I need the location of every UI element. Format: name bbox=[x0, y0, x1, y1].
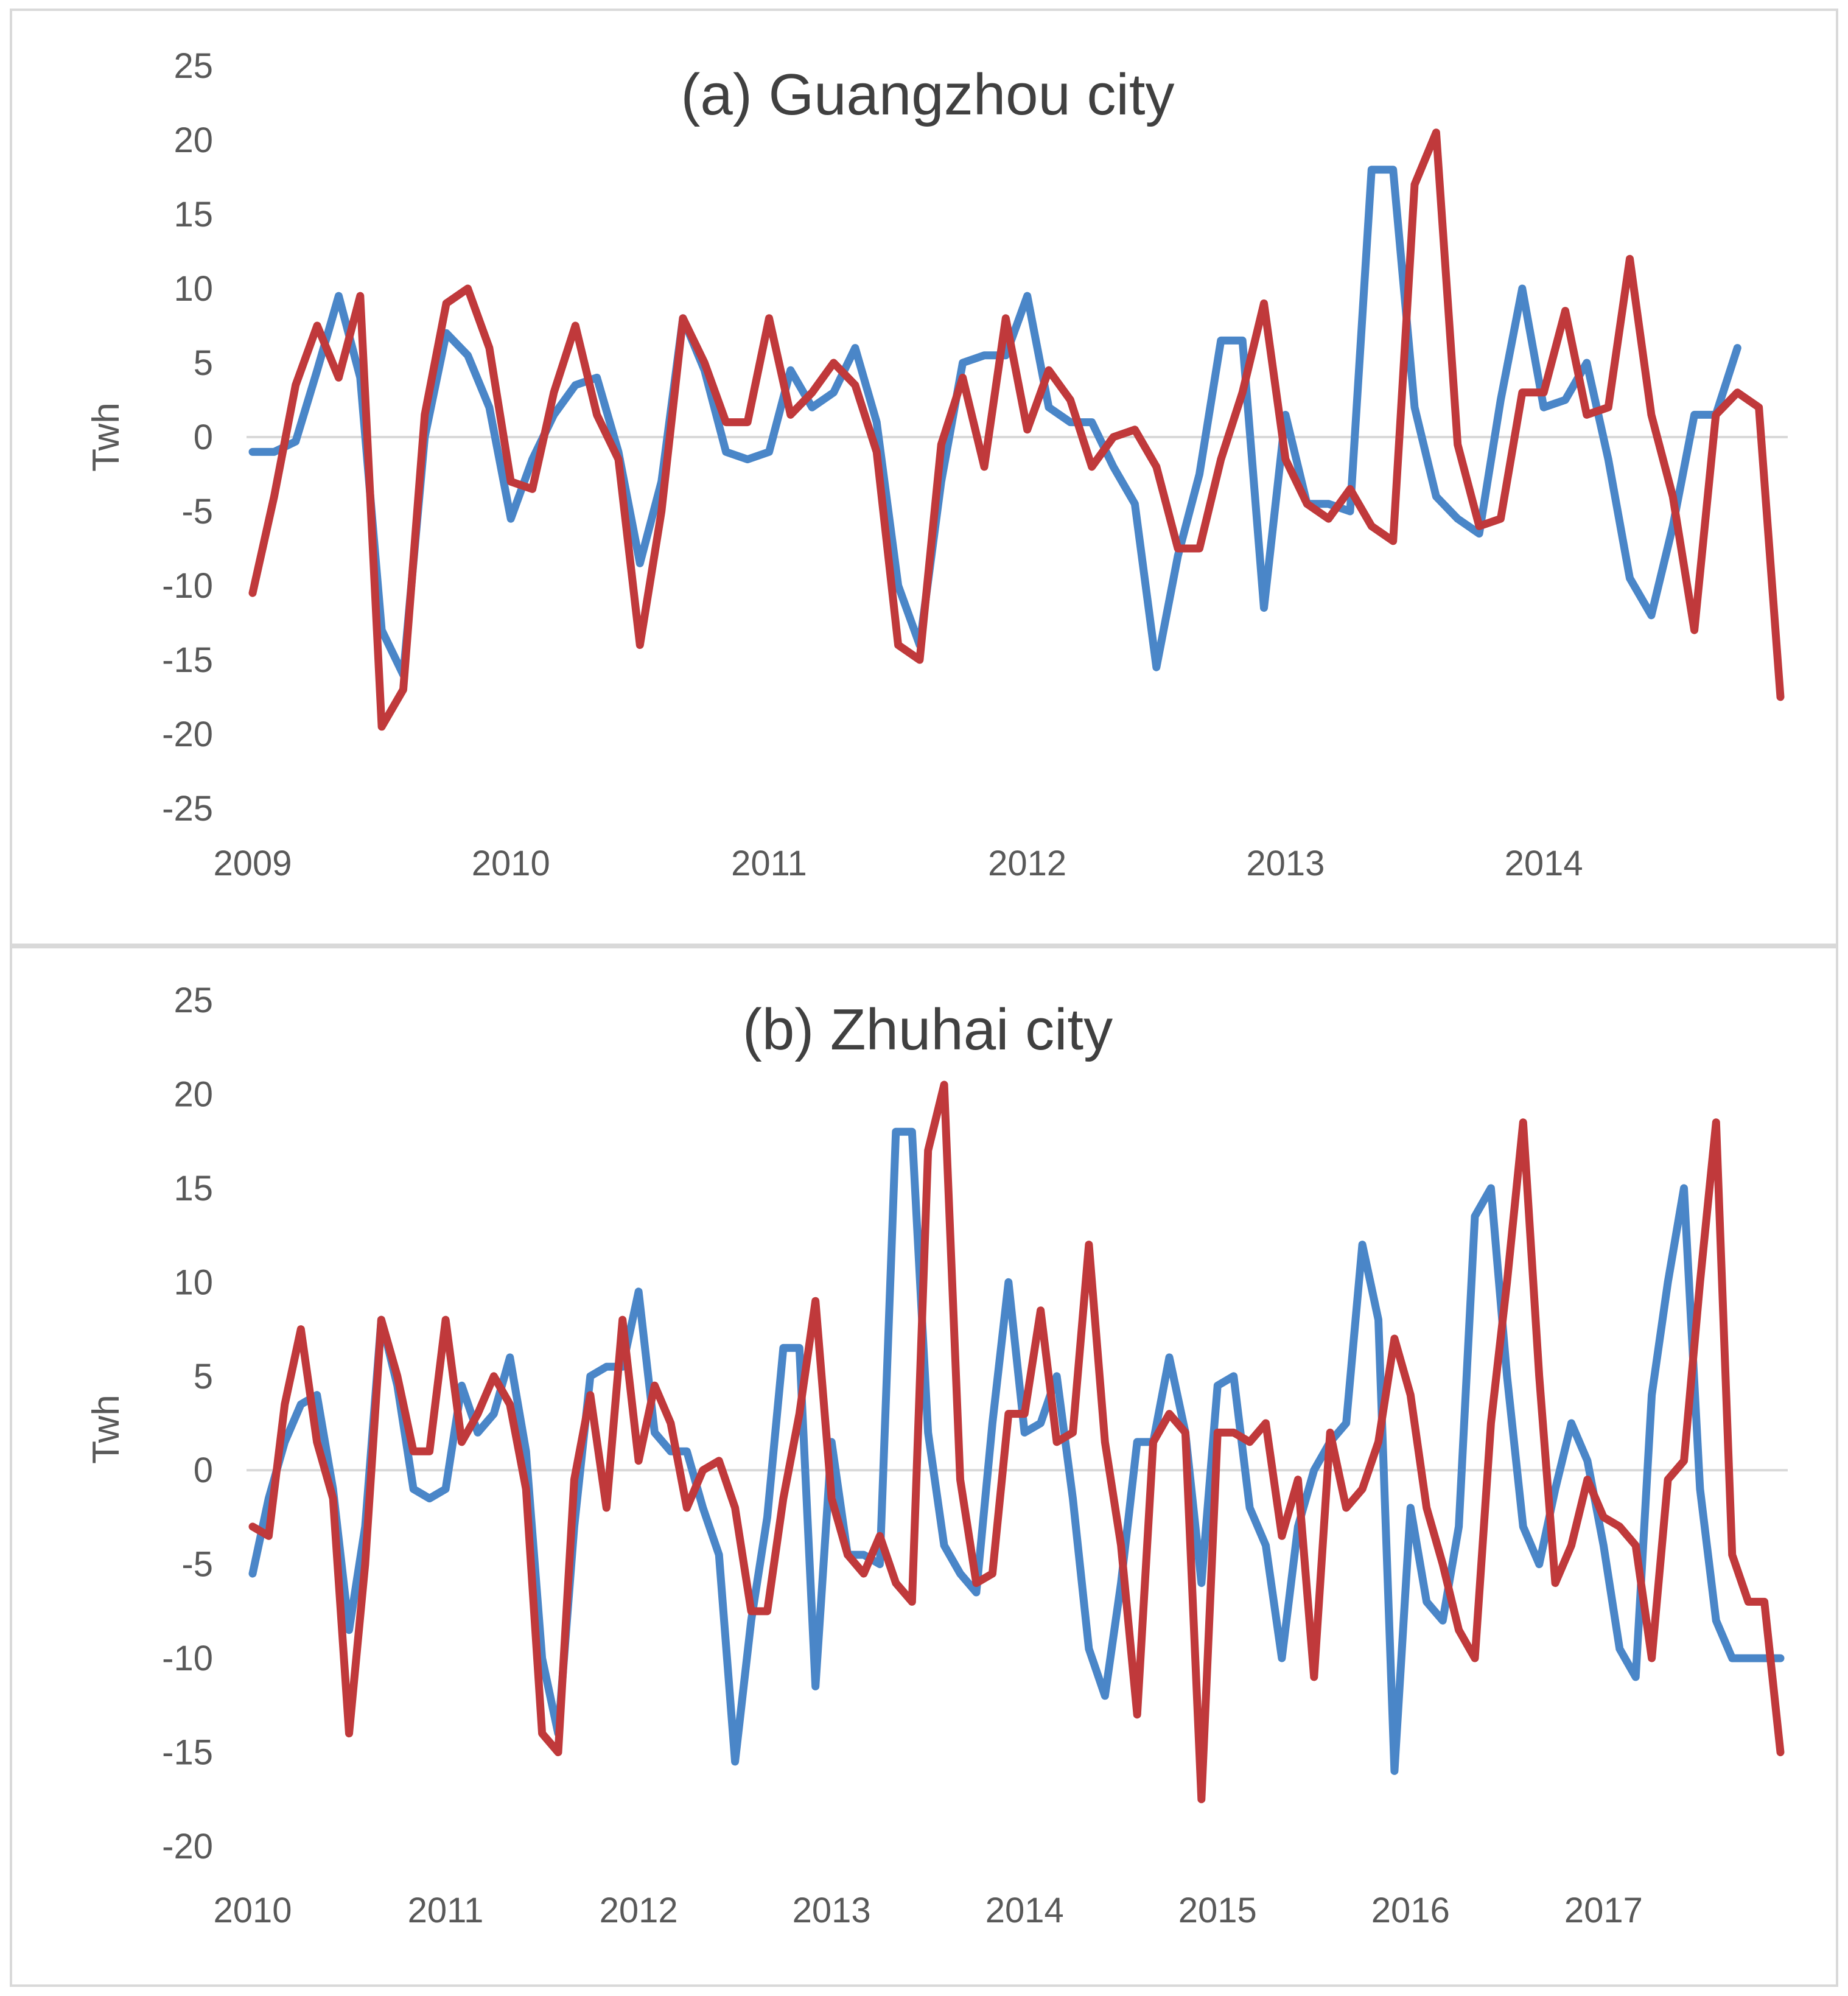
x-tick-label: 2014 bbox=[1505, 844, 1583, 883]
y-tick-label: 5 bbox=[194, 1357, 213, 1396]
y-tick-label: -20 bbox=[162, 715, 213, 754]
series-line-1 bbox=[248, 1127, 1785, 1775]
series-lines bbox=[248, 1080, 1785, 1804]
x-tick-label: 2012 bbox=[988, 844, 1066, 883]
chart-panel-zhuhai: (b) Zhuhai city Twh 25 20 15 10 5 0 -5 -10 -15 -2… bbox=[10, 946, 1838, 1987]
x-tick-label: 2013 bbox=[793, 1891, 871, 1930]
y-tick-label: 15 bbox=[173, 195, 213, 234]
chart-title: (a) Guangzhou city bbox=[681, 62, 1174, 127]
x-tick-label: 2011 bbox=[408, 1891, 484, 1930]
y-tick-label: 0 bbox=[194, 418, 213, 457]
x-tick-label: 2010 bbox=[213, 1891, 292, 1930]
y-tick-label: 10 bbox=[173, 269, 213, 309]
series-line-2 bbox=[248, 128, 1785, 731]
x-axis-ticks: 2010 2011 2012 2013 2014 2015 2016 2017 bbox=[213, 1891, 1642, 1930]
x-tick-label: 2014 bbox=[985, 1891, 1064, 1930]
y-axis-label: Twh bbox=[85, 1395, 127, 1464]
x-tick-label: 2015 bbox=[1178, 1891, 1257, 1930]
series-line-2 bbox=[248, 1080, 1785, 1804]
y-tick-label: -25 bbox=[162, 789, 213, 828]
y-tick-label: -10 bbox=[162, 1639, 213, 1678]
y-tick-label: 0 bbox=[194, 1451, 213, 1490]
series-lines bbox=[248, 128, 1785, 731]
chart-zhuhai: (b) Zhuhai city Twh 2520151050-5-10-15-2… bbox=[85, 981, 1788, 1930]
y-axis-ticks: 25 20 15 10 5 0 -5 -10 -15 -20 -25 bbox=[162, 46, 213, 828]
x-tick-label: 2012 bbox=[600, 1891, 678, 1930]
chart-panel-guangzhou: (a) Guangzhou city Twh 25 20 15 10 5 0 -5 -10 -1… bbox=[10, 9, 1838, 946]
y-tick-label: -5 bbox=[181, 492, 213, 531]
x-tick-label: 2010 bbox=[472, 844, 550, 883]
y-tick-label: 20 bbox=[173, 121, 213, 160]
chart-title: (b) Zhuhai city bbox=[743, 997, 1113, 1062]
y-tick-label: 25 bbox=[173, 981, 213, 1020]
y-tick-label: 15 bbox=[173, 1169, 213, 1208]
y-tick-label: -15 bbox=[162, 1733, 213, 1773]
y-tick-label: -20 bbox=[162, 1827, 213, 1866]
y-tick-label: 5 bbox=[194, 343, 213, 383]
y-tick-label: 20 bbox=[173, 1074, 213, 1114]
x-tick-label: 2009 bbox=[213, 844, 292, 883]
y-tick-label: -5 bbox=[181, 1545, 213, 1585]
x-tick-label: 2017 bbox=[1564, 1891, 1643, 1930]
chart-guangzhou: (a) Guangzhou city Twh 25 20 15 10 5 0 -5 -10 -1… bbox=[85, 46, 1788, 883]
series-line-1 bbox=[248, 166, 1741, 679]
y-axis-ticks: 25 20 15 10 5 0 -5 -10 -15 -20 bbox=[162, 981, 213, 1866]
y-tick-label: -10 bbox=[162, 566, 213, 606]
x-tick-label: 2013 bbox=[1246, 844, 1325, 883]
y-axis-label: Twh bbox=[85, 402, 127, 472]
y-tick-label: -15 bbox=[162, 640, 213, 680]
x-tick-label: 2016 bbox=[1371, 1891, 1450, 1930]
x-axis-ticks: 2009 2010 2011 2012 2013 2014 bbox=[213, 844, 1583, 883]
x-tick-label: 2011 bbox=[731, 844, 807, 883]
y-tick-label: 25 bbox=[173, 46, 213, 86]
y-tick-label: 10 bbox=[173, 1262, 213, 1302]
